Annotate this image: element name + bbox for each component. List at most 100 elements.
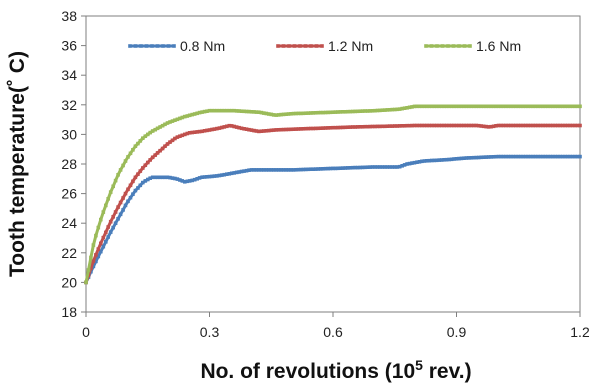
data-point xyxy=(457,123,461,128)
data-point xyxy=(536,123,540,128)
data-point xyxy=(222,172,227,177)
data-point xyxy=(415,160,419,164)
data-point xyxy=(504,123,508,128)
data-point xyxy=(489,104,493,109)
data-point xyxy=(536,154,540,159)
data-point xyxy=(318,110,323,115)
data-point xyxy=(121,196,125,200)
data-point xyxy=(548,104,553,109)
data-point xyxy=(220,173,224,177)
data-point xyxy=(96,225,101,230)
data-point xyxy=(118,212,123,217)
data-point xyxy=(556,123,560,128)
data-point xyxy=(321,110,325,115)
data-point xyxy=(360,109,365,113)
data-point xyxy=(422,159,427,163)
data-point xyxy=(131,192,135,196)
data-point xyxy=(476,155,481,160)
data-point xyxy=(575,104,580,109)
data-point xyxy=(533,123,538,128)
data-point xyxy=(225,124,229,129)
data-point xyxy=(163,175,167,180)
data-point xyxy=(546,123,550,128)
data-point xyxy=(412,123,417,128)
data-point xyxy=(370,109,375,113)
legend-marker xyxy=(139,44,143,48)
data-point xyxy=(439,123,444,128)
data-point xyxy=(294,111,298,116)
legend-marker xyxy=(128,44,132,48)
data-point xyxy=(501,104,506,109)
data-point xyxy=(368,124,372,129)
legend-marker xyxy=(133,44,138,48)
data-point xyxy=(390,124,395,128)
data-point xyxy=(565,123,570,128)
data-point xyxy=(449,157,454,162)
legend-marker xyxy=(172,44,176,48)
data-point xyxy=(526,123,530,128)
data-point xyxy=(279,168,283,172)
data-point xyxy=(358,165,362,170)
data-point xyxy=(104,203,108,208)
data-point xyxy=(165,175,170,180)
data-point xyxy=(454,157,459,161)
data-point xyxy=(299,167,303,172)
x-tick-label: 1.2 xyxy=(570,324,589,340)
data-point xyxy=(234,125,239,129)
data-point xyxy=(410,161,414,165)
data-point xyxy=(190,112,194,117)
data-point xyxy=(444,123,449,128)
data-point xyxy=(476,123,481,128)
data-point xyxy=(254,168,259,172)
data-point xyxy=(427,123,432,128)
data-point xyxy=(575,154,580,159)
data-point xyxy=(479,104,483,109)
data-point xyxy=(168,140,172,144)
data-point xyxy=(491,155,496,159)
data-point xyxy=(454,104,459,109)
data-point xyxy=(323,110,328,115)
y-tick-label: 28 xyxy=(61,156,77,172)
data-point xyxy=(220,125,224,130)
data-point xyxy=(457,104,461,109)
data-point xyxy=(328,110,333,115)
data-point xyxy=(355,125,360,129)
data-point xyxy=(486,104,491,109)
data-point xyxy=(432,123,437,128)
data-point xyxy=(131,148,135,152)
data-point xyxy=(444,104,449,109)
data-point xyxy=(153,153,157,157)
data-point xyxy=(476,104,481,109)
data-point xyxy=(299,127,303,131)
legend-marker xyxy=(320,44,324,48)
data-point xyxy=(365,124,370,129)
data-point xyxy=(94,259,98,264)
data-point xyxy=(326,110,330,115)
data-point xyxy=(296,127,301,131)
data-point xyxy=(267,168,271,172)
data-point xyxy=(415,123,419,128)
data-point xyxy=(338,166,343,170)
data-point xyxy=(341,166,345,170)
data-point xyxy=(301,167,306,172)
data-point xyxy=(553,123,558,128)
data-point xyxy=(464,156,469,160)
data-point xyxy=(128,151,133,156)
data-point xyxy=(225,172,229,176)
data-point xyxy=(509,104,513,109)
data-point xyxy=(496,123,501,128)
data-point xyxy=(353,165,357,170)
data-point xyxy=(309,111,313,115)
data-point xyxy=(481,104,486,109)
data-point xyxy=(126,187,130,192)
data-point xyxy=(242,109,246,114)
data-point xyxy=(380,165,385,169)
data-point xyxy=(439,158,444,162)
y-axis-ticks: 18 20 22 24 26 28 30 32 34 36 38 xyxy=(61,8,86,320)
data-point xyxy=(284,168,288,172)
data-point xyxy=(402,163,407,167)
data-point xyxy=(153,175,157,180)
data-point xyxy=(108,230,113,234)
data-point xyxy=(183,180,187,184)
data-point xyxy=(333,125,338,130)
